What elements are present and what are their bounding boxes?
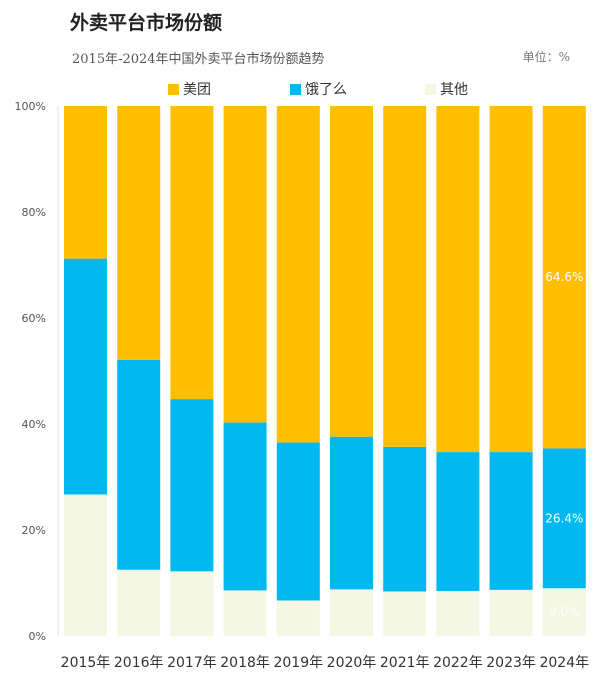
bar-segment-6-饿了么 xyxy=(383,446,427,592)
x-tick-label: 2024年 xyxy=(539,655,589,671)
data-label: 64.6% xyxy=(545,270,583,284)
y-tick-label: 20% xyxy=(22,524,46,537)
y-tick-label: 60% xyxy=(22,312,46,325)
bar-segment-7-饿了么 xyxy=(436,452,480,591)
x-tick-label: 2020年 xyxy=(327,655,377,671)
bar-segment-9-其他 xyxy=(542,588,586,636)
bar-segment-6-其他 xyxy=(383,591,427,636)
bar-segment-0-饿了么 xyxy=(64,258,107,495)
bar-segment-4-其他 xyxy=(276,600,320,636)
x-tick-label: 2015年 xyxy=(61,655,111,671)
bar-segment-2-美团 xyxy=(170,106,214,400)
bar-segment-9-饿了么 xyxy=(542,448,586,589)
bar-segment-3-美团 xyxy=(223,106,267,423)
x-tick-label: 2023年 xyxy=(486,655,536,671)
bar-segment-8-美团 xyxy=(489,106,533,453)
x-tick-label: 2022年 xyxy=(433,655,483,671)
bar-segment-5-其他 xyxy=(330,589,373,636)
bar-segment-7-美团 xyxy=(436,106,480,453)
bar-segment-9-美团 xyxy=(542,106,586,449)
legend-label: 饿了么 xyxy=(305,82,347,98)
bar-segment-1-美团 xyxy=(117,106,161,360)
bar-segment-2-其他 xyxy=(170,571,214,636)
y-tick-label: 80% xyxy=(22,206,46,219)
bar-segment-8-其他 xyxy=(489,589,533,636)
bar-segment-2-饿了么 xyxy=(170,399,214,572)
bar-segment-1-饿了么 xyxy=(117,359,161,570)
data-label: 26.4% xyxy=(545,511,583,525)
bar-segment-5-饿了么 xyxy=(330,436,373,590)
unit-label: 单位：% xyxy=(522,50,570,64)
x-tick-label: 2021年 xyxy=(380,655,430,671)
x-tick-label: 2016年 xyxy=(114,655,164,671)
bar-segment-4-饿了么 xyxy=(276,442,320,601)
legend-swatch xyxy=(425,84,436,95)
legend-swatch xyxy=(168,84,179,95)
legend-swatch xyxy=(290,84,301,95)
chart-title: 外卖平台市场份额 xyxy=(70,12,223,34)
bar-segment-0-其他 xyxy=(64,494,107,636)
bar-segment-0-美团 xyxy=(64,106,107,259)
y-tick-label: 0% xyxy=(29,630,46,643)
bar-segment-3-其他 xyxy=(223,590,267,636)
x-tick-label: 2018年 xyxy=(220,655,270,671)
bar-segment-8-饿了么 xyxy=(489,452,533,590)
y-tick-label: 40% xyxy=(22,418,46,431)
x-tick-label: 2019年 xyxy=(273,655,323,671)
bar-segment-7-其他 xyxy=(436,590,480,636)
bar-segment-3-饿了么 xyxy=(223,422,267,591)
bar-segment-1-其他 xyxy=(117,569,161,636)
data-label: 9.0% xyxy=(549,605,580,619)
legend-label: 其他 xyxy=(440,82,468,98)
y-tick-label: 100% xyxy=(15,100,46,113)
legend-label: 美团 xyxy=(183,82,211,98)
bar-segment-6-美团 xyxy=(383,106,427,447)
bar-segment-5-美团 xyxy=(330,106,373,437)
bar-segment-4-美团 xyxy=(276,106,320,443)
x-tick-label: 2017年 xyxy=(167,655,217,671)
chart-subtitle: 2015年-2024年中国外卖平台市场份额趋势 xyxy=(72,52,325,67)
